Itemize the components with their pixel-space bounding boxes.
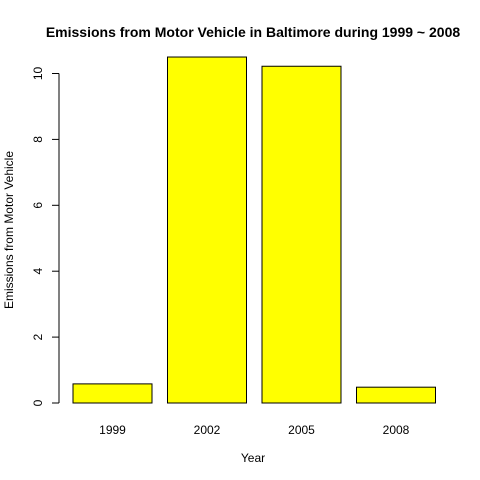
bars-group: [72, 56, 436, 404]
y-tick-label: 0: [31, 399, 45, 406]
y-tick-label: 4: [31, 268, 45, 275]
y-tick-label: 10: [31, 67, 45, 81]
chart-title: Emissions from Motor Vehicle in Baltimor…: [46, 24, 461, 40]
bar-2008: [356, 386, 436, 404]
y-tick-label: 6: [31, 202, 45, 209]
x-tick-label: 2002: [194, 423, 221, 437]
x-axis-label: Year: [241, 451, 265, 465]
y-axis: 0 2 4 6 8 10: [31, 67, 60, 406]
bar-1999: [72, 383, 153, 404]
bar-2002: [167, 56, 247, 404]
x-axis: 1999 2002 2005 2008: [99, 423, 410, 437]
y-tick-label: 2: [31, 333, 45, 340]
x-tick-label: 2005: [288, 423, 315, 437]
x-tick-label: 2008: [383, 423, 410, 437]
bar-2005: [261, 65, 342, 404]
x-tick-label: 1999: [99, 423, 126, 437]
y-axis-label: Emissions from Motor Vehicle: [2, 151, 16, 309]
y-tick-label: 8: [31, 136, 45, 143]
